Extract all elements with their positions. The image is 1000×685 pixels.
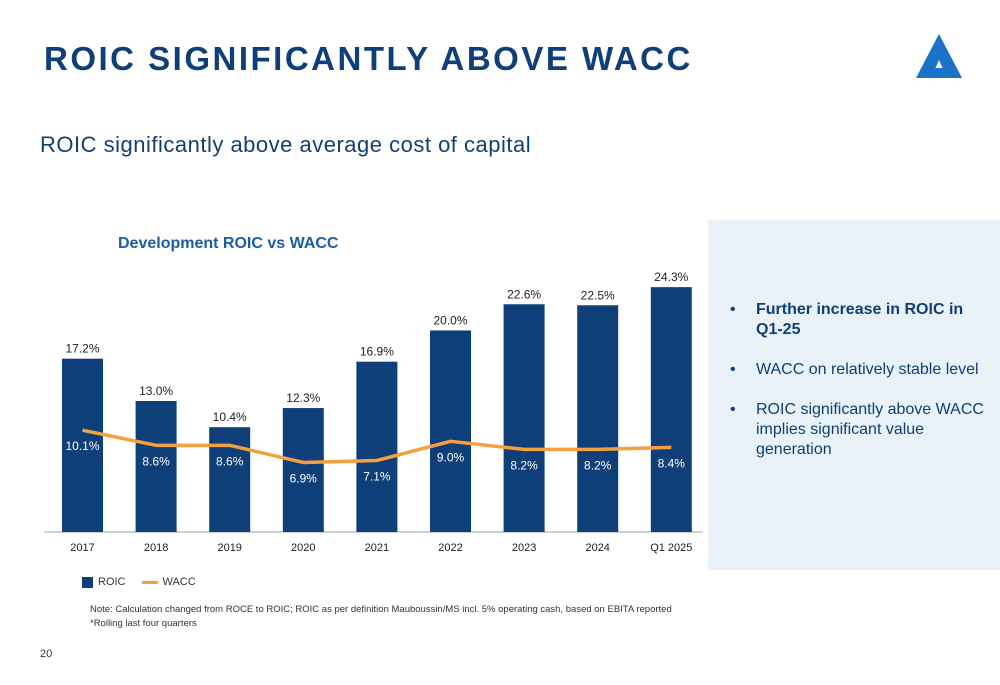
roic-value-label: 22.5%	[581, 288, 615, 302]
roic-value-label: 22.6%	[507, 287, 541, 301]
roic-wacc-chart: 17.2% 2017 13.0% 2018 10.4% 2019 12.3% 2020 16.9…	[44, 270, 702, 554]
roic-bar	[577, 305, 619, 532]
roic-value-label: 20.0%	[433, 313, 467, 327]
wacc-value-label: 9.0%	[437, 450, 465, 464]
wacc-value-label: 6.9%	[290, 471, 318, 485]
roic-bar	[282, 408, 324, 532]
roic-bar	[356, 361, 398, 532]
roic-value-label: 24.3%	[654, 270, 688, 284]
takeaway-item: Further increase in ROIC in Q1-25	[730, 300, 985, 340]
x-tick-label: 2019	[217, 542, 241, 554]
legend-wacc-label: WACC	[162, 576, 196, 588]
x-tick-label: 2017	[70, 542, 94, 554]
company-logo	[916, 34, 962, 78]
wacc-value-label: 8.4%	[658, 456, 686, 470]
x-tick-label: 2023	[512, 542, 536, 554]
x-tick-label: 2024	[585, 542, 609, 554]
takeaway-item: WACC on relatively stable level	[730, 360, 985, 380]
wacc-value-label: 8.6%	[216, 454, 244, 468]
roic-bar	[503, 304, 545, 532]
roic-value-label: 13.0%	[139, 384, 173, 398]
page-subtitle: ROIC significantly above average cost of…	[40, 132, 532, 157]
wacc-value-label: 10.1%	[65, 439, 99, 453]
roic-value-label: 12.3%	[286, 391, 320, 405]
legend-roic-swatch	[82, 576, 93, 588]
rolling-footnote: *Rolling last four quarters	[90, 618, 197, 629]
takeaway-list: Further increase in ROIC in Q1-25 WACC o…	[730, 300, 985, 480]
footnotes: Note: Calculation changed from ROCE to R…	[90, 603, 672, 631]
roic-bar	[62, 358, 103, 532]
wacc-value-label: 8.2%	[584, 458, 612, 472]
wacc-value-label: 8.2%	[510, 458, 538, 472]
x-tick-label: 2018	[144, 542, 168, 554]
x-tick-label: 2022	[438, 542, 462, 554]
roic-bar	[135, 401, 177, 532]
wacc-line	[82, 428, 672, 465]
roic-bar	[430, 330, 471, 532]
chart-title: Development ROIC vs WACC	[118, 235, 339, 252]
x-tick-label: Q1 2025	[650, 542, 692, 554]
x-tick-label: 2020	[291, 542, 315, 554]
calculation-note: Note: Calculation changed from ROCE to R…	[90, 604, 672, 615]
roic-value-label: 16.9%	[360, 345, 394, 359]
legend-wacc-swatch	[141, 580, 158, 584]
page-title: ROIC SIGNIFICANTLY ABOVE WACC	[44, 40, 693, 77]
legend-roic-label: ROIC	[98, 576, 126, 588]
x-tick-label: 2021	[365, 542, 389, 554]
page-number: 20	[40, 648, 53, 660]
key-takeaways-panel: Further increase in ROIC in Q1-25 WACC o…	[708, 220, 1000, 570]
roic-value-label: 10.4%	[213, 410, 247, 424]
wacc-value-label: 7.1%	[363, 469, 391, 483]
takeaway-item: ROIC significantly above WACC implies si…	[730, 400, 985, 460]
wacc-value-label: 8.6%	[142, 454, 170, 468]
roic-bar	[209, 427, 251, 532]
roic-bar	[650, 287, 692, 532]
roic-value-label: 17.2%	[65, 342, 99, 356]
chart-legend: ROIC WACC	[82, 576, 196, 588]
